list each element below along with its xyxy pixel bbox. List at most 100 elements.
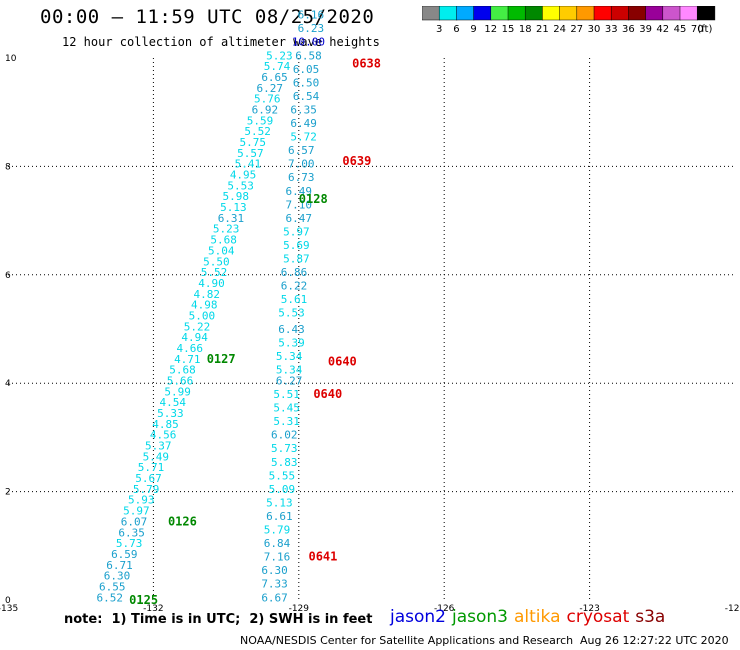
swh-value-label: 6.59	[111, 548, 138, 561]
swh-value-label: 5.23	[266, 49, 293, 62]
swh-value-label: 5.04	[208, 244, 235, 257]
swh-value-label: 6.67	[261, 591, 288, 604]
swh-value-label: 6.07	[121, 515, 148, 528]
colorbar-tick-label: 33	[605, 24, 618, 35]
swh-value-label: 5.34	[276, 364, 303, 377]
y-tick-label: 10	[5, 54, 17, 64]
swh-value-label: 5.87	[283, 253, 310, 266]
swh-value-label: 4.95	[230, 169, 257, 182]
swh-value-label: 6.84	[264, 537, 291, 550]
pass-time-label: 0640	[313, 387, 342, 401]
footer-timestamp: Aug 26 12:27:22 UTC 2020	[580, 634, 729, 647]
swh-value-label: 6.27	[276, 374, 303, 387]
swh-value-label: 4.85	[152, 418, 179, 431]
swh-value-label: 6.61	[266, 510, 293, 523]
swh-value-label: 5.34	[276, 350, 303, 363]
satellite-legend-item: cryosat	[566, 607, 630, 627]
swh-value-label: 6.31	[218, 212, 245, 225]
colorbar-tick-label: 24	[553, 24, 566, 35]
y-tick-label: 6	[5, 271, 11, 281]
swh-value-label: 4.71	[174, 353, 201, 366]
pass-time-label: 0638	[352, 56, 381, 70]
swh-value-label: 5.37	[145, 440, 172, 453]
pass-time-label: 0125	[129, 593, 158, 607]
swh-value-label: 6.57	[288, 144, 315, 157]
swh-value-label: 5.75	[240, 136, 267, 149]
x-tick-label: -132	[143, 604, 163, 614]
swh-value-label: 6.35	[118, 526, 145, 539]
swh-value-label: 5.00	[189, 309, 216, 322]
colorbar-tick-label: 36	[622, 24, 635, 35]
swh-value-label: 6.49	[286, 185, 313, 198]
swh-value-label: 5.79	[264, 524, 291, 537]
swh-value-label: 5.09	[269, 483, 296, 496]
swh-value-label: 5.79	[133, 483, 160, 496]
swh-value-label: 5.73	[116, 537, 143, 550]
swh-value-label: 5.59	[247, 114, 274, 127]
swh-value-label: 5.41	[235, 158, 262, 171]
swh-value-label: 5.52	[201, 266, 228, 279]
map-grid	[8, 58, 735, 600]
swh-value-label: 7.10	[286, 198, 313, 211]
x-tick-label: -135	[0, 604, 18, 614]
swh-value-label: 4.90	[198, 277, 225, 290]
swh-value-label: 7.16	[264, 551, 291, 564]
swh-value-label: 5.13	[220, 201, 247, 214]
swh-value-label: 6.50	[293, 76, 320, 89]
swh-value-label: 5.74	[264, 60, 291, 73]
page-title: 00:00 – 11:59 UTC 08/25/2020	[40, 6, 375, 28]
swh-value-label: 5.68	[210, 234, 237, 247]
swh-value-label: 6.47	[286, 212, 313, 225]
colorbar-tick-label: 6	[453, 24, 459, 35]
colorbar-tick-label: 21	[536, 24, 549, 35]
swh-value-label: 5.83	[271, 456, 298, 469]
satellite-legend-item: jason2	[390, 607, 446, 627]
swh-value-label: 5.99	[164, 385, 191, 398]
swh-value-label: 4.66	[177, 342, 204, 355]
footnote: note: 1) Time is in UTC; 2) SWH is in fe…	[64, 612, 373, 627]
swh-value-label: 6.55	[99, 580, 126, 593]
y-tick-label: 4	[5, 379, 11, 389]
swh-value-label: 6.35	[290, 103, 317, 116]
swh-value-label: 6.86	[281, 266, 308, 279]
swh-value-label: 5.72	[290, 131, 317, 144]
swh-value-label: 6.65	[261, 71, 288, 84]
swh-value-label: 5.51	[273, 388, 300, 401]
swh-value-label: 5.45	[273, 402, 300, 415]
swh-value-label: 5.53	[227, 179, 254, 192]
x-tick-label: -120	[725, 604, 740, 614]
swh-value-label: 4.54	[160, 396, 187, 409]
swh-value-label: 5.22	[184, 320, 211, 333]
swh-value-label: 5.97	[123, 505, 150, 518]
swh-value-label: 5.97	[283, 225, 310, 238]
swh-value-label: 6.22	[281, 280, 308, 293]
colorbar-tick-label: 9	[470, 24, 476, 35]
swh-value-label: 10.00	[292, 36, 325, 49]
colorbar-tick-label: 12	[484, 24, 497, 35]
map-axes: -135 -132 -129 -126 -123 -120 0 2 4 6 8 10	[0, 54, 740, 614]
swh-value-label: 6.30	[261, 564, 288, 577]
swh-value-label: 6.05	[293, 63, 320, 76]
swh-value-label: 5.13	[266, 496, 293, 509]
swh-value-label: 4.98	[191, 299, 218, 312]
swh-value-label: 5.66	[167, 374, 194, 387]
colorbar-tick-label: 45	[674, 24, 687, 35]
colorbar-unit: (ft)	[697, 24, 712, 35]
swh-value-label: 6.43	[278, 323, 305, 336]
swh-value-label: 5.98	[223, 190, 250, 203]
colorbar-swatch	[696, 6, 716, 21]
swh-value-label: 6.02	[271, 429, 298, 442]
x-tick-label: -129	[289, 604, 310, 614]
pass-time-label: 0641	[308, 550, 337, 564]
swh-value-label: 5.67	[135, 472, 162, 485]
time-labels: 0638 0639 0128 0640 0127 0640 0126 0641 0125	[129, 56, 381, 607]
swh-value-label: 5.61	[281, 293, 308, 306]
swh-value-label: 5.50	[203, 255, 230, 268]
colorbar-tick-label: 27	[570, 24, 583, 35]
pass-time-label: 0128	[299, 192, 328, 206]
swh-value-label: 5.73	[271, 442, 298, 455]
swh-value-label: 5.53	[278, 307, 305, 320]
track-data: 6.526.556.306.716.595.736.356.075.975.93…	[97, 9, 326, 605]
swh-value-label: 6.30	[104, 570, 131, 583]
satellite-legend: jason2 jason3 altika cryosat s3a	[390, 607, 671, 627]
